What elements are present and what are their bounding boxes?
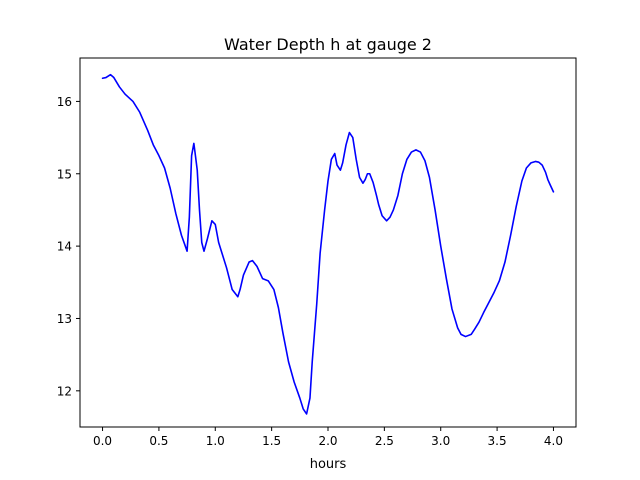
series-line-1 xyxy=(101,73,555,415)
x-tick-label: 0.0 xyxy=(93,434,112,448)
x-tick-label: 0.5 xyxy=(149,434,168,448)
x-tick-label: 2.0 xyxy=(318,434,337,448)
x-tick-label: 3.0 xyxy=(431,434,450,448)
plot-layer xyxy=(101,73,555,415)
y-tick-label: 14 xyxy=(57,240,72,254)
y-tick-label: 16 xyxy=(57,95,72,109)
x-axis: 0.0 0.5 1.0 1.5 2.0 2.5 3.0 3.5 4.0 xyxy=(93,427,563,448)
x-axis-label: hours xyxy=(310,457,347,472)
y-tick-label: 12 xyxy=(57,384,72,398)
y-tick-label: 13 xyxy=(57,312,72,326)
chart-title: Water Depth h at gauge 2 xyxy=(224,35,432,54)
x-tick-label: 4.0 xyxy=(544,434,563,448)
y-axis: 12 13 14 15 16 xyxy=(57,95,80,398)
x-tick-label: 1.5 xyxy=(262,434,281,448)
x-tick-label: 3.5 xyxy=(488,434,507,448)
y-tick-label: 15 xyxy=(57,167,72,181)
x-tick-label: 1.0 xyxy=(206,434,225,448)
x-tick-label: 2.5 xyxy=(375,434,394,448)
